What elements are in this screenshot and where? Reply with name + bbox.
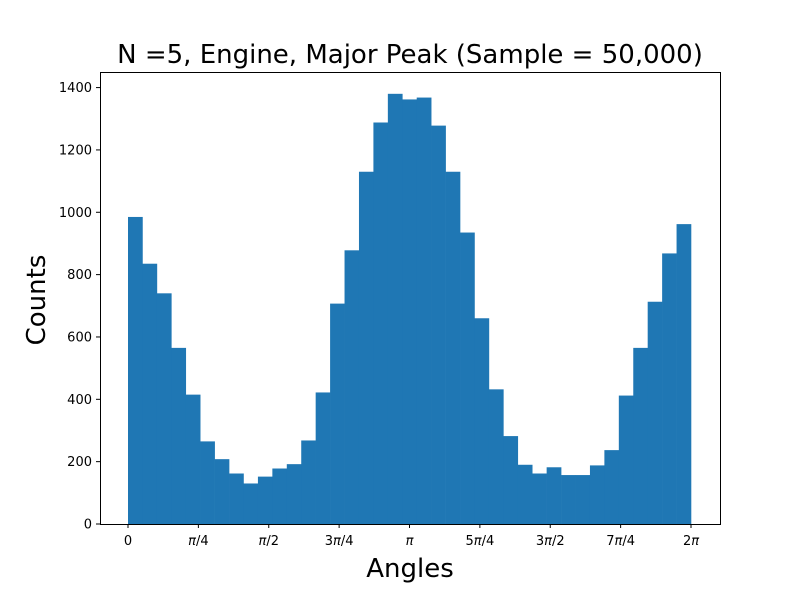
x-tick-label: 5π/4 <box>465 534 494 549</box>
histogram-bar <box>589 465 605 524</box>
histogram-bar <box>330 303 345 524</box>
histogram-bar <box>344 250 360 524</box>
y-tick-label: 400 <box>67 393 92 408</box>
y-tick-label: 800 <box>67 268 92 283</box>
histogram-bar <box>200 441 215 524</box>
chart-title: N =5, Engine, Major Peak (Sample = 50,00… <box>117 40 703 70</box>
histogram-bar <box>373 122 389 524</box>
histogram-bar <box>142 263 158 524</box>
histogram-bar <box>315 392 331 524</box>
histogram-bar <box>358 171 374 524</box>
histogram-bar <box>676 224 692 524</box>
histogram-bar <box>416 97 432 524</box>
histogram-bar <box>647 301 663 524</box>
histogram-bar <box>546 467 562 524</box>
plot-frame <box>100 72 721 525</box>
x-tick-label: π <box>406 534 414 549</box>
y-tick-label: 0 <box>84 518 92 533</box>
y-axis-ticks: 0 200 400 600 800 1000 1200 1400 <box>59 81 100 533</box>
histogram-bar <box>171 347 187 524</box>
x-tick-label: 0 <box>124 534 132 549</box>
histogram-bar <box>445 171 461 524</box>
histogram-bar <box>387 93 403 524</box>
histogram-bar <box>532 473 547 524</box>
histogram-bar <box>214 459 230 524</box>
x-tick-label: π/4 <box>188 534 208 549</box>
histogram-bar <box>301 440 316 524</box>
histogram-bar <box>402 99 418 525</box>
histogram-bar <box>633 347 648 524</box>
histogram-bar <box>618 395 634 524</box>
x-tick-label: 3π/4 <box>325 534 354 549</box>
histogram-bar <box>575 475 591 524</box>
histogram-bar <box>128 216 143 524</box>
x-tick-label: 2π <box>683 534 699 549</box>
histogram-bar <box>662 253 677 525</box>
y-tick-label: 1400 <box>59 81 92 96</box>
histogram-bar <box>185 394 201 524</box>
histogram-bar <box>156 293 172 524</box>
histogram-bar <box>460 232 475 525</box>
histogram-bar <box>257 476 273 524</box>
x-axis-ticks: 0 π/4 π/2 3π/4 π 5π/4 3π/2 7π/4 2π <box>124 524 699 549</box>
y-tick-label: 200 <box>67 455 92 470</box>
y-tick-label: 1000 <box>59 206 92 221</box>
y-axis-label: Counts <box>22 255 52 346</box>
y-tick-label: 1200 <box>59 143 92 158</box>
histogram-bar <box>286 464 302 524</box>
x-axis-label: Angles <box>366 554 454 584</box>
histogram-bar <box>229 473 244 524</box>
histogram-bar <box>272 468 288 524</box>
histogram-bar <box>488 389 504 524</box>
x-tick-label: 7π/4 <box>606 534 635 549</box>
bars-group <box>128 93 692 525</box>
y-tick-label: 600 <box>67 330 92 345</box>
histogram-bar <box>431 125 446 525</box>
histogram-bar <box>474 318 490 524</box>
histogram-bar <box>604 450 620 524</box>
histogram-bar <box>561 475 576 524</box>
x-tick-label: 3π/2 <box>536 534 565 549</box>
histogram-bar <box>517 464 533 524</box>
x-tick-label: π/2 <box>259 534 279 549</box>
histogram-bar <box>503 436 519 524</box>
histogram-bar <box>243 483 259 524</box>
